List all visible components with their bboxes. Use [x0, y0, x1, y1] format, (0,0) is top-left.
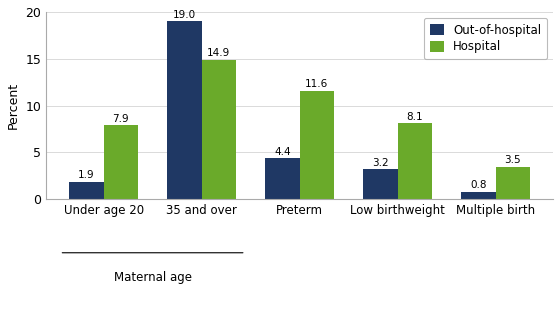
Text: 1.9: 1.9	[78, 170, 95, 180]
Text: 3.5: 3.5	[505, 155, 521, 165]
Text: 8.1: 8.1	[407, 112, 423, 122]
Text: 14.9: 14.9	[207, 48, 230, 58]
Text: 11.6: 11.6	[305, 79, 328, 89]
Text: 4.4: 4.4	[274, 147, 291, 157]
Bar	[496, 166, 530, 199]
Bar	[461, 192, 496, 199]
Bar	[265, 158, 300, 199]
Text: 19.0: 19.0	[173, 10, 196, 20]
Bar	[104, 125, 138, 199]
Bar	[69, 182, 104, 199]
Bar	[202, 60, 236, 199]
Text: 7.9: 7.9	[113, 114, 129, 124]
Bar	[300, 91, 334, 199]
Bar	[167, 21, 202, 199]
Legend: Out-of-hospital, Hospital: Out-of-hospital, Hospital	[423, 18, 547, 59]
Bar	[398, 123, 432, 199]
Text: Maternal age: Maternal age	[114, 271, 192, 284]
Text: 0.8: 0.8	[470, 180, 487, 190]
Bar	[363, 169, 398, 199]
Text: 3.2: 3.2	[372, 158, 389, 168]
Y-axis label: Percent: Percent	[7, 82, 20, 129]
